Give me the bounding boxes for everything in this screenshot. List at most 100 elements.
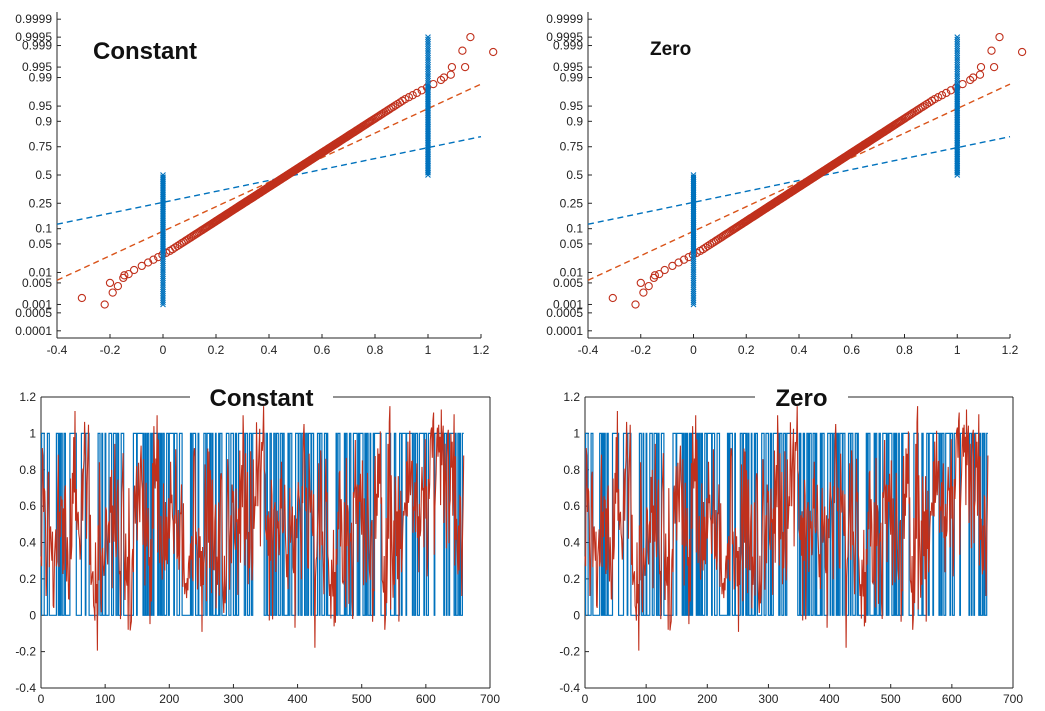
circle-marker (703, 241, 713, 251)
x-marker (160, 284, 166, 291)
y-tick-label: 0.5 (566, 168, 583, 182)
y-tick-label: 0.01 (29, 265, 53, 279)
circle-marker (149, 255, 158, 264)
x-marker (160, 280, 166, 286)
y-tick-label: 0.9995 (15, 30, 52, 44)
x-marker (690, 256, 697, 263)
x-marker (954, 73, 961, 80)
x-marker (160, 297, 166, 304)
x-tick-label: 500 (881, 692, 901, 706)
circle-marker (436, 75, 446, 85)
y-tick-label: 0.05 (560, 237, 584, 251)
x-marker (160, 301, 166, 308)
x-marker (425, 57, 431, 64)
x-tick-label: 600 (416, 692, 436, 706)
x-marker (425, 41, 431, 47)
x-marker (160, 269, 166, 275)
y-tick-label: 0.1 (566, 222, 583, 236)
circle-marker (916, 103, 925, 113)
x-marker (954, 48, 961, 54)
x-tick-label: 100 (636, 692, 656, 706)
circle-marker (942, 88, 951, 98)
x-marker (954, 59, 961, 66)
x-marker (954, 50, 961, 57)
x-marker (160, 277, 166, 284)
y-tick-label: 0.0001 (546, 324, 583, 338)
x-marker (160, 264, 166, 271)
circle-marker (976, 62, 986, 72)
y-tick-label: 1.2 (19, 390, 36, 404)
circle-marker (655, 269, 664, 279)
x-tick-label: 700 (480, 692, 500, 706)
y-tick-label: 0.75 (29, 140, 53, 154)
x-marker (690, 290, 697, 297)
x-marker (160, 254, 166, 260)
x-tick-label: 0 (690, 343, 697, 357)
circle-marker (968, 73, 978, 82)
x-tick-label: 100 (95, 692, 115, 706)
y-tick-label: 0.01 (560, 265, 584, 279)
y-tick-label: 0.95 (560, 99, 584, 113)
circle-marker (154, 252, 163, 262)
x-tick-label: 1 (954, 343, 961, 357)
x-marker (690, 273, 697, 280)
x-marker (425, 64, 431, 70)
x-tick-label: -0.2 (100, 343, 121, 357)
circle-marker (466, 32, 475, 42)
x-tick-label: 0 (582, 692, 589, 706)
x-marker (425, 59, 431, 66)
y-tick-label: 1.2 (563, 390, 580, 404)
x-tick-label: 0 (160, 343, 167, 357)
x-marker (160, 275, 166, 282)
circle-marker (644, 281, 653, 291)
y-tick-label: 0.0005 (15, 306, 52, 320)
x-marker (425, 45, 431, 52)
x-marker (954, 54, 961, 61)
x-tick-label: -0.2 (630, 343, 651, 357)
x-marker (954, 34, 961, 41)
y-tick-label: 0.0005 (546, 306, 583, 320)
x-marker (425, 68, 431, 75)
circle-marker (429, 79, 438, 89)
y-tick-label: 0.25 (560, 196, 584, 210)
y-tick-label: 0.25 (29, 196, 53, 210)
y-tick-label: 0.99 (560, 71, 584, 85)
x-marker (425, 43, 431, 50)
x-tick-label: 0 (38, 692, 45, 706)
y-tick-label: 0.995 (22, 60, 52, 74)
x-tick-label: 300 (223, 692, 243, 706)
y-tick-label: 0.9995 (546, 30, 583, 44)
x-marker (425, 75, 431, 82)
y-tick-label: 1 (573, 426, 580, 440)
circle-marker (175, 240, 184, 249)
circle-marker (1017, 47, 1027, 57)
x-tick-label: -0.4 (47, 343, 68, 357)
circle-marker (636, 278, 645, 288)
circle-marker (447, 62, 457, 72)
circle-marker (918, 102, 927, 111)
circle-marker (387, 103, 396, 113)
y-tick-label: 0.9 (35, 114, 52, 128)
circle-marker (100, 300, 109, 309)
x-marker (690, 292, 697, 299)
x-marker (954, 45, 961, 52)
y-tick-label: 0.999 (22, 39, 52, 53)
x-marker (160, 258, 166, 265)
circle-marker (173, 241, 182, 251)
fit-line-blue (56, 135, 482, 225)
x-tick-label: -0.4 (578, 343, 599, 357)
y-tick-label: 0.2 (563, 572, 580, 586)
x-tick-label: 600 (942, 692, 962, 706)
circle-marker (631, 300, 640, 309)
x-marker (690, 282, 697, 288)
x-tick-label: 0.6 (843, 343, 860, 357)
y-tick-label: 0.005 (22, 276, 52, 290)
x-marker (425, 52, 431, 59)
circle-marker (920, 101, 929, 110)
x-marker (690, 286, 697, 293)
circle-marker (408, 91, 417, 100)
circle-marker (937, 91, 947, 100)
x-marker (954, 71, 961, 77)
y-tick-label: -0.4 (15, 681, 36, 695)
